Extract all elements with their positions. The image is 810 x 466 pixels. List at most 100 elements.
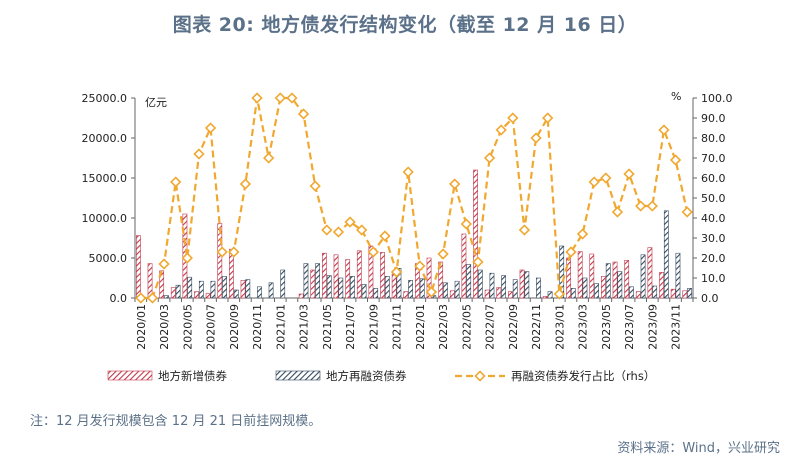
bar-refinancing-bond bbox=[652, 285, 658, 299]
ratio-point bbox=[216, 246, 228, 258]
bar-refinancing-bond bbox=[187, 276, 193, 299]
ratio-point bbox=[146, 292, 159, 304]
bar-new-bond bbox=[647, 247, 653, 299]
bar-new-bond bbox=[635, 291, 641, 299]
x-tick-label: 2023/03 bbox=[577, 304, 590, 350]
x-tick-label: 2022/03 bbox=[437, 304, 450, 350]
bar-new-bond bbox=[426, 257, 432, 299]
x-tick-label: 2022/07 bbox=[484, 304, 497, 350]
bar-refinancing-bond bbox=[629, 286, 634, 299]
bar-new-bond bbox=[380, 252, 385, 299]
bar-refinancing-bond bbox=[675, 252, 681, 299]
x-tick-label: 2020/01 bbox=[135, 304, 148, 350]
ratio-point bbox=[135, 292, 147, 304]
right-y-tick-label: 50.0 bbox=[701, 192, 726, 205]
x-tick-label: 2020/03 bbox=[158, 304, 171, 350]
ratio-point bbox=[390, 266, 403, 278]
bar-new-bond bbox=[670, 288, 676, 299]
bar-new-bond bbox=[438, 261, 444, 299]
bar-new-bond bbox=[659, 272, 664, 299]
bar-refinancing-bond bbox=[361, 284, 367, 299]
bar-refinancing-bond bbox=[687, 288, 692, 299]
ratio-point bbox=[414, 260, 426, 272]
bar-refinancing-bond bbox=[570, 288, 576, 299]
x-tick-label: 2022/11 bbox=[530, 304, 543, 350]
ratio-point bbox=[565, 246, 577, 258]
bar-new-bond bbox=[205, 292, 211, 299]
right-y-tick-label: 90.0 bbox=[701, 112, 726, 125]
bar-new-bond bbox=[170, 287, 176, 299]
legend-label-refinancing-bond: 地方再融资债券 bbox=[326, 369, 407, 383]
bar-refinancing-bond bbox=[640, 254, 646, 299]
bar-refinancing-bond bbox=[164, 295, 169, 299]
bar-refinancing-bond bbox=[245, 279, 251, 299]
bar-refinancing-bond bbox=[547, 291, 553, 299]
bar-refinancing-bond bbox=[536, 277, 541, 299]
bar-refinancing-bond bbox=[373, 288, 379, 299]
bar-new-bond bbox=[240, 280, 246, 299]
bar-new-bond bbox=[449, 290, 455, 299]
ratio-point bbox=[449, 178, 461, 190]
right-y-tick-label: 100.0 bbox=[701, 92, 733, 105]
source-note: 资料来源：Wind，兴业研究 bbox=[617, 441, 780, 456]
ratio-line bbox=[140, 96, 689, 300]
x-tick-label: 2021/01 bbox=[274, 304, 287, 350]
bar-refinancing-bond bbox=[466, 264, 472, 299]
ratio-point bbox=[483, 152, 496, 164]
bar-new-bond bbox=[333, 254, 339, 299]
bar-new-bond bbox=[368, 245, 374, 299]
ratio-point bbox=[251, 92, 263, 104]
bar-refinancing-bond bbox=[605, 263, 611, 299]
x-tick-label: 2022/09 bbox=[507, 304, 520, 350]
ratio-point bbox=[321, 224, 333, 236]
bar-refinancing-bond bbox=[315, 263, 320, 299]
left-axis-unit: 亿元 bbox=[145, 96, 167, 109]
bar-refinancing-bond bbox=[233, 289, 239, 299]
bar-new-bond bbox=[159, 270, 165, 299]
bar-new-bond bbox=[601, 276, 606, 299]
bar-new-bond bbox=[624, 260, 630, 299]
bar-refinancing-bond bbox=[338, 277, 344, 299]
bar-refinancing-bond bbox=[663, 210, 669, 299]
bar-new-bond bbox=[519, 269, 525, 299]
bar-new-bond bbox=[542, 296, 548, 299]
ratio-point bbox=[681, 206, 693, 218]
ratio-point bbox=[530, 132, 542, 144]
left-y-tick-label: 0.0 bbox=[110, 292, 128, 305]
ratio-point bbox=[158, 258, 170, 270]
bar-refinancing-bond bbox=[489, 272, 495, 299]
bar-refinancing-bond bbox=[454, 280, 460, 299]
ratio-point bbox=[367, 246, 379, 258]
bar-refinancing-bond bbox=[257, 286, 262, 299]
ratio-point bbox=[309, 180, 321, 192]
ratio-point bbox=[228, 246, 240, 258]
ratio-point bbox=[623, 168, 635, 180]
bar-new-bond bbox=[310, 269, 316, 299]
ratio-point bbox=[472, 256, 484, 268]
ratio-point bbox=[635, 200, 647, 212]
ratio-point bbox=[379, 230, 391, 242]
x-tick-label: 2023/05 bbox=[600, 304, 613, 350]
bar-refinancing-bond bbox=[443, 282, 448, 299]
x-tick-label: 2020/09 bbox=[228, 304, 241, 350]
bar-refinancing-bond bbox=[594, 283, 599, 299]
right-y-tick-label: 30.0 bbox=[701, 232, 726, 245]
ratio-point bbox=[600, 172, 612, 184]
ratio-point bbox=[588, 176, 600, 188]
bar-new-bond bbox=[298, 293, 304, 299]
bar-refinancing-bond bbox=[303, 263, 309, 299]
bar-refinancing-bond bbox=[559, 245, 565, 299]
bar-refinancing-bond bbox=[268, 282, 274, 299]
bar-refinancing-bond bbox=[617, 271, 623, 299]
bar-new-bond bbox=[391, 273, 397, 299]
ratio-point bbox=[204, 122, 217, 134]
bar-new-bond bbox=[589, 253, 595, 299]
left-y-tick-label: 15000.0 bbox=[82, 172, 128, 185]
bar-new-bond bbox=[136, 235, 141, 299]
bar-refinancing-bond bbox=[477, 269, 483, 299]
x-tick-label: 2020/11 bbox=[251, 304, 264, 350]
right-y-tick-label: 70.0 bbox=[701, 152, 726, 165]
bar-new-bond bbox=[345, 259, 351, 299]
x-tick-label: 2021/07 bbox=[344, 304, 357, 350]
bar-refinancing-bond bbox=[222, 276, 227, 299]
